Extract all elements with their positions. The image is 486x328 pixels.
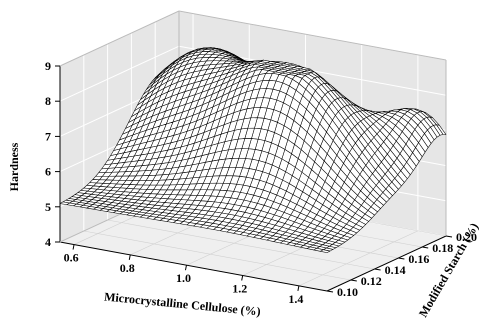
gridline-y-floor: [107, 219, 375, 270]
y-tick-label: 0.16: [408, 252, 429, 266]
x-tick-mark: [128, 254, 131, 260]
x-tick-mark: [184, 265, 187, 271]
y-tick-mark: [374, 268, 381, 271]
top-edge-back: [178, 10, 447, 61]
y-tick-label: 0.12: [361, 274, 382, 288]
z-tick-label: 8: [45, 94, 51, 108]
y-axis-line: [326, 235, 447, 292]
gridline-x-floor: [298, 230, 419, 287]
y-tick-label: 0.14: [385, 263, 406, 277]
x-tick-label: 0.8: [120, 261, 135, 275]
x-tick-mark: [297, 285, 300, 291]
z-tick-label: 5: [45, 200, 51, 214]
surface-mesh: [59, 47, 447, 253]
x-tick-label: 1.2: [232, 282, 247, 296]
x-axis-line: [59, 241, 328, 292]
x-tick-mark: [72, 244, 75, 250]
z-tick-label: 6: [45, 165, 51, 179]
y-tick-mark: [350, 279, 357, 282]
z-tick-label: 7: [45, 129, 51, 143]
z-tick-label: 4: [45, 235, 51, 249]
gridline-z-left: [59, 45, 180, 102]
y-tick-mark: [326, 290, 334, 293]
y-tick-label: 0.10: [337, 285, 358, 299]
surface-cell: [59, 201, 70, 205]
z-axis-label: Hardness: [7, 142, 21, 191]
gridline-y-floor: [83, 230, 351, 281]
top-edge-left: [59, 10, 180, 67]
y-tick-label: 0.20: [456, 230, 477, 244]
x-tick-mark: [241, 275, 244, 281]
y-tick-mark: [445, 235, 453, 238]
z-tick-label: 9: [45, 59, 51, 73]
tick-labels: 0.6 0.8 1.0 1.2 1.4 0.100.120.140.160.180.20 4…: [45, 59, 477, 306]
y-tick-mark: [422, 246, 429, 249]
x-tick-label: 1.0: [176, 271, 191, 285]
y-tick-label: 0.18: [432, 241, 453, 255]
x-tick-label: 0.6: [64, 251, 79, 265]
y-tick-mark: [398, 257, 405, 260]
tick-marks: [55, 65, 453, 293]
x-tick-label: 1.4: [288, 292, 303, 306]
